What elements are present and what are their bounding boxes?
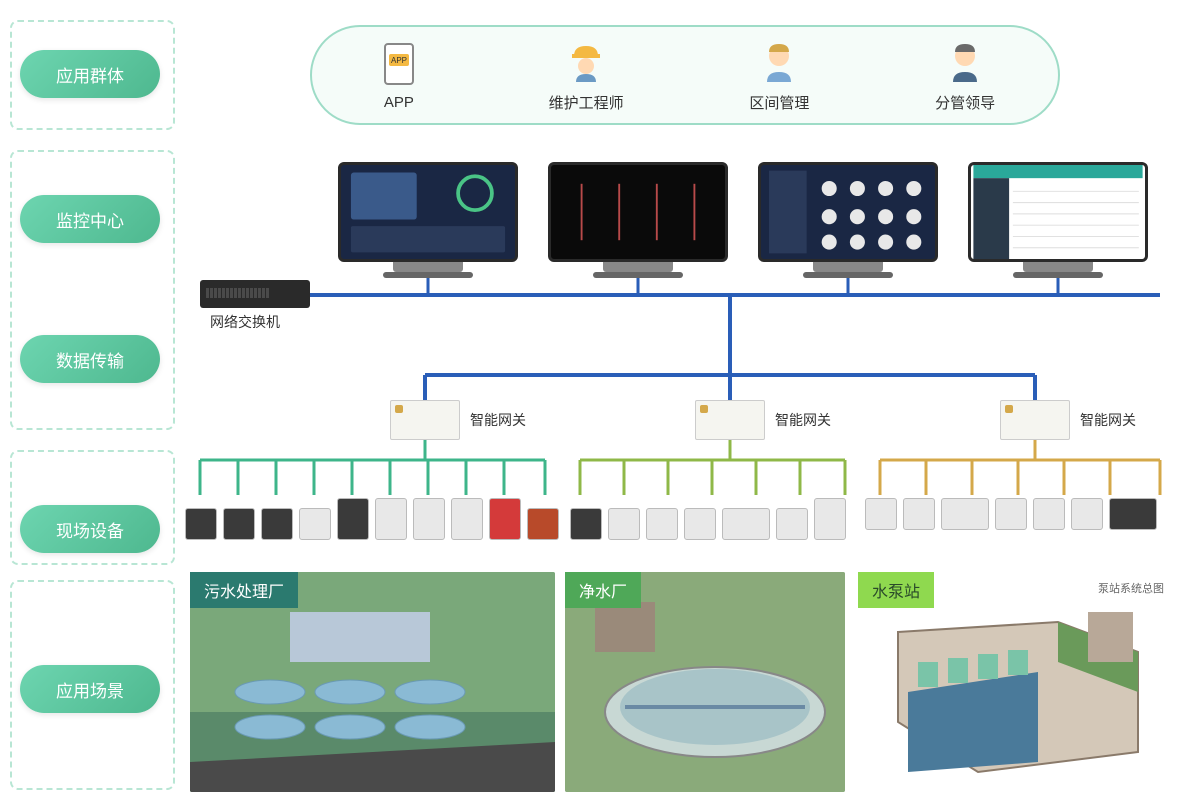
device bbox=[1033, 498, 1065, 530]
scene-water-purify: 净水厂 bbox=[565, 572, 845, 792]
device bbox=[903, 498, 935, 530]
svg-text:泵站系统总图: 泵站系统总图 bbox=[1098, 581, 1164, 595]
monitor-screen bbox=[338, 162, 518, 262]
monitor-screen bbox=[758, 162, 938, 262]
device bbox=[941, 498, 989, 530]
device bbox=[337, 498, 369, 540]
device bbox=[722, 508, 770, 540]
user-manager: 区间管理 bbox=[749, 38, 809, 113]
scene-sewage: 污水处理厂 bbox=[190, 572, 555, 792]
device bbox=[489, 498, 521, 540]
gateway-3 bbox=[1000, 400, 1070, 440]
device bbox=[646, 508, 678, 540]
svg-text:APP: APP bbox=[391, 56, 407, 65]
device bbox=[608, 508, 640, 540]
monitor-1 bbox=[338, 162, 518, 277]
device bbox=[451, 498, 483, 540]
user-engineer: 维护工程师 bbox=[549, 38, 624, 113]
engineer-icon bbox=[562, 38, 610, 86]
device bbox=[261, 508, 293, 540]
device bbox=[570, 508, 602, 540]
scene-pump-station: 水泵站 泵站系统总图 bbox=[858, 572, 1188, 792]
gateway-label-2: 智能网关 bbox=[775, 410, 831, 430]
layer-label-transport: 数据传输 bbox=[20, 335, 160, 383]
scene-title: 净水厂 bbox=[565, 572, 641, 608]
scene-title: 水泵站 bbox=[858, 572, 934, 608]
monitor-3 bbox=[758, 162, 938, 277]
user-leader: 分管领导 bbox=[935, 38, 995, 113]
switch-label: 网络交换机 bbox=[210, 312, 280, 332]
scene-title: 污水处理厂 bbox=[190, 572, 298, 608]
device bbox=[865, 498, 897, 530]
gateway-1 bbox=[390, 400, 460, 440]
gateway-label-3: 智能网关 bbox=[1080, 410, 1136, 430]
device-row-1 bbox=[185, 498, 559, 540]
device bbox=[375, 498, 407, 540]
app-icon: APP bbox=[375, 40, 423, 88]
device bbox=[527, 508, 559, 540]
layer-label-scenes: 应用场景 bbox=[20, 665, 160, 713]
monitor-screen bbox=[548, 162, 728, 262]
network-switch bbox=[200, 280, 310, 308]
device bbox=[776, 508, 808, 540]
user-app: APP APP bbox=[375, 40, 423, 111]
device bbox=[684, 508, 716, 540]
device bbox=[1071, 498, 1103, 530]
user-label: 分管领导 bbox=[935, 92, 995, 113]
gateway-2 bbox=[695, 400, 765, 440]
users-pill: APP APP 维护工程师 区间管理 分管领导 bbox=[310, 25, 1060, 125]
user-label: 区间管理 bbox=[749, 92, 809, 113]
manager-icon bbox=[755, 38, 803, 86]
monitor-screen bbox=[968, 162, 1148, 262]
device bbox=[185, 508, 217, 540]
device bbox=[223, 508, 255, 540]
gateway-label-1: 智能网关 bbox=[470, 410, 526, 430]
device-row-2 bbox=[570, 498, 846, 540]
monitor-2 bbox=[548, 162, 728, 277]
user-label: APP bbox=[384, 94, 414, 111]
device bbox=[299, 508, 331, 540]
leader-icon bbox=[941, 38, 989, 86]
device bbox=[995, 498, 1027, 530]
monitor-4 bbox=[968, 162, 1148, 277]
layer-label-devices: 现场设备 bbox=[20, 505, 160, 553]
device bbox=[814, 498, 846, 540]
layer-label-monitor: 监控中心 bbox=[20, 195, 160, 243]
device bbox=[413, 498, 445, 540]
device-row-3 bbox=[865, 498, 1157, 530]
layer-box-2 bbox=[10, 150, 175, 430]
device bbox=[1109, 498, 1157, 530]
layer-label-users: 应用群体 bbox=[20, 50, 160, 98]
user-label: 维护工程师 bbox=[549, 92, 624, 113]
